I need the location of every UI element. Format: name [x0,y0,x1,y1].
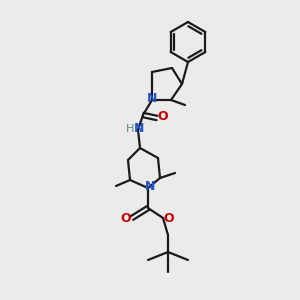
Text: H: H [126,124,134,134]
Text: O: O [121,212,131,224]
Text: N: N [145,181,155,194]
Text: N: N [134,122,144,136]
Text: N: N [147,92,157,106]
Text: O: O [158,110,168,124]
Text: O: O [164,212,174,224]
